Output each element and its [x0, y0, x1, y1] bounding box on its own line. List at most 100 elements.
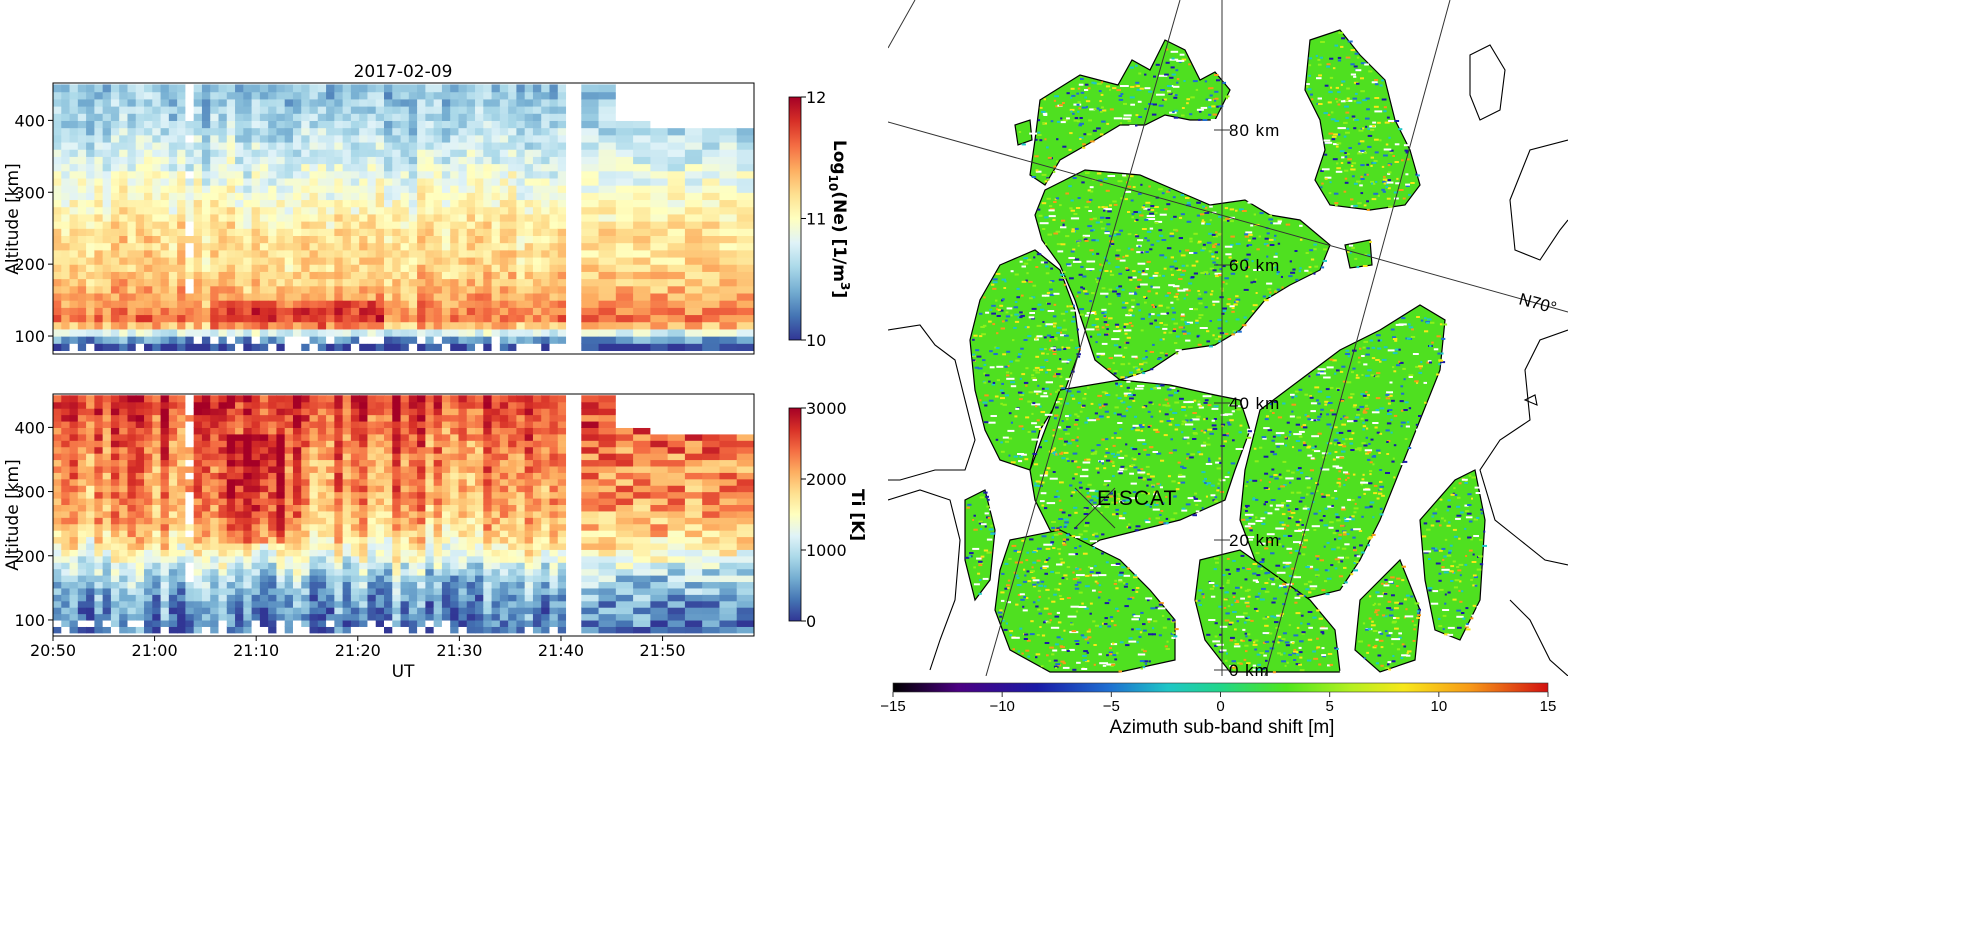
heatmap-cell — [359, 517, 369, 525]
heatmap-cell — [475, 199, 484, 208]
heatmap-cell — [350, 98, 360, 107]
heatmap-cell — [417, 568, 426, 576]
heatmap-cell — [135, 256, 145, 265]
heatmap-cell — [508, 433, 518, 441]
heatmap-cell — [581, 235, 600, 244]
heatmap-cell — [408, 156, 418, 165]
heatmap-cell — [53, 300, 62, 308]
heatmap-cell — [475, 156, 484, 165]
heatmap-cell — [557, 141, 567, 150]
heatmap-cell — [127, 113, 137, 121]
heatmap-cell — [235, 549, 244, 557]
heatmap-cell — [292, 256, 302, 265]
heatmap-cell — [499, 206, 509, 215]
heatmap-cell — [301, 177, 311, 186]
heatmap-cell — [268, 485, 278, 493]
heatmap-cell — [94, 321, 104, 330]
heatmap-cell — [684, 249, 703, 258]
heatmap-cell — [384, 249, 393, 258]
heatmap-cell — [292, 517, 302, 525]
heatmap-cell — [193, 113, 203, 121]
heatmap-cell — [458, 433, 468, 441]
heatmap-cell — [615, 91, 634, 100]
heatmap-cell — [516, 607, 526, 615]
heatmap-cell — [719, 177, 738, 186]
heatmap-cell — [110, 228, 120, 236]
heatmap-cell — [110, 328, 120, 337]
heatmap-cell — [235, 170, 244, 179]
heatmap-cell — [650, 256, 669, 265]
heatmap-cell — [185, 607, 195, 615]
heatmap-cell — [218, 120, 228, 129]
heatmap-cell — [541, 149, 551, 157]
heatmap-cell — [61, 626, 71, 634]
heatmap-cell — [69, 185, 79, 193]
heatmap-cell — [226, 228, 236, 236]
heatmap-cell — [144, 256, 153, 265]
heatmap-cell — [702, 235, 721, 244]
heatmap-cell — [400, 613, 410, 621]
heatmap-cell — [127, 264, 137, 272]
heatmap-cell — [86, 568, 95, 576]
heatmap-cell — [516, 336, 526, 344]
heatmap-cell — [491, 307, 501, 316]
heatmap-cell — [433, 170, 443, 179]
heatmap-cell — [425, 542, 435, 550]
heatmap-cell — [160, 395, 170, 403]
heatmap-cell — [243, 170, 253, 179]
heatmap-cell — [667, 185, 686, 193]
heatmap-cell — [334, 91, 344, 100]
heatmap-cell — [508, 626, 518, 634]
heatmap-cell — [557, 530, 567, 538]
heatmap-cell — [499, 185, 509, 193]
heatmap-cell — [301, 300, 311, 308]
heatmap-cell — [102, 185, 112, 193]
heatmap-cell — [259, 600, 269, 608]
heatmap-cell — [633, 256, 651, 265]
heatmap-cell — [69, 170, 79, 179]
heatmap-cell — [292, 549, 302, 557]
heatmap-cell — [102, 549, 112, 557]
heatmap-cell — [119, 300, 129, 308]
heatmap-cell — [168, 619, 178, 627]
heatmap-cell — [417, 256, 426, 265]
heatmap-cell — [425, 228, 435, 236]
heatmap-cell — [359, 549, 369, 557]
heatmap-cell — [251, 472, 261, 480]
heatmap-cell — [110, 594, 120, 602]
heatmap-cell — [350, 433, 360, 441]
heatmap-cell — [218, 185, 228, 193]
heatmap-cell — [384, 542, 393, 550]
heatmap-cell — [268, 314, 278, 323]
heatmap-cell — [384, 177, 393, 186]
heatmap-cell — [408, 549, 418, 557]
heatmap-cell — [135, 249, 145, 258]
heatmap-cell — [235, 575, 244, 583]
heatmap-cell — [326, 401, 335, 409]
heatmap-cell — [541, 594, 551, 602]
heatmap-cell — [326, 120, 335, 129]
heatmap-cell — [450, 510, 460, 518]
heatmap-cell — [384, 613, 393, 621]
heatmap-cell — [359, 343, 369, 352]
heatmap-cell — [433, 84, 443, 93]
heatmap-cell — [292, 542, 302, 550]
heatmap-cell — [201, 594, 211, 602]
heatmap-cell — [210, 575, 220, 583]
heatmap-cell — [144, 314, 153, 323]
heatmap-cell — [102, 285, 112, 294]
heatmap-cell — [210, 120, 220, 129]
heatmap-cell — [259, 472, 269, 480]
heatmap-cell — [516, 221, 526, 229]
heatmap-cell — [342, 568, 352, 576]
heatmap-cell — [736, 221, 754, 229]
heatmap-cell — [317, 213, 327, 222]
heatmap-cell — [226, 127, 236, 136]
heatmap-cell — [367, 453, 377, 461]
heatmap-cell — [61, 587, 71, 595]
heatmap-cell — [334, 228, 344, 236]
heatmap-cell — [243, 523, 253, 531]
heatmap-cell — [201, 149, 211, 157]
heatmap-cell — [110, 264, 120, 272]
heatmap-cell — [541, 485, 551, 493]
